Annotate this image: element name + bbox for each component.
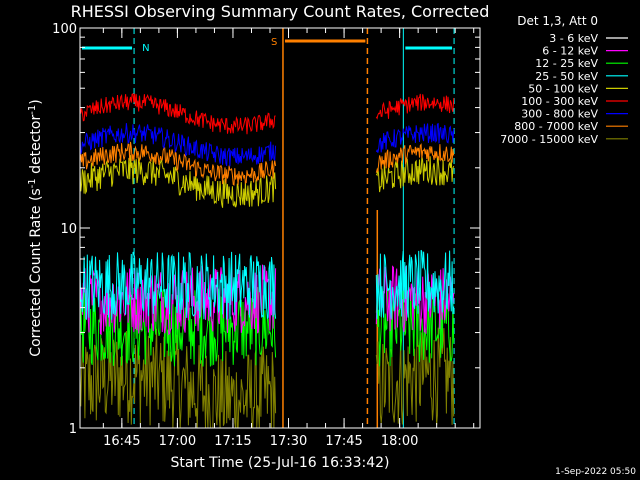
night-flag-label: N bbox=[142, 43, 149, 54]
legend-title: Det 1,3, Att 0 bbox=[517, 14, 598, 28]
series-line-6-12keV bbox=[79, 264, 277, 336]
series-line-800-7000keV bbox=[375, 143, 455, 173]
legend-entry-label: 7000 - 15000 keV bbox=[500, 133, 598, 146]
series-line-300-800keV bbox=[375, 122, 455, 153]
x-tick-label: 18:00 bbox=[381, 434, 418, 449]
series-line-50-100keV bbox=[375, 156, 455, 193]
series-line-800-7000keV bbox=[79, 141, 277, 186]
legend-entry-label: 6 - 12 keV bbox=[542, 45, 598, 58]
legend-entry-label: 800 - 7000 keV bbox=[514, 120, 598, 133]
series-line-100-300keV bbox=[79, 92, 276, 135]
legend-entry-label: 12 - 25 keV bbox=[535, 57, 598, 70]
series-line-7000-15000keV bbox=[79, 328, 277, 429]
x-tick-label: 16:45 bbox=[103, 434, 140, 449]
series-line-300-800keV bbox=[79, 123, 277, 167]
legend-entry-label: 100 - 300 keV bbox=[521, 95, 598, 108]
legend-entry-label: 3 - 6 keV bbox=[549, 32, 598, 45]
series-line-100-300keV bbox=[375, 93, 455, 120]
legend-entry-label: 50 - 100 keV bbox=[528, 82, 598, 95]
axes: 1 10 100 16:45 17:00 17:15 17:30 17:45 18:00 bbox=[52, 22, 480, 449]
series-line-12-25keV bbox=[79, 287, 277, 367]
y-tick-label: 100 bbox=[52, 22, 77, 37]
y-tick-label: 1 bbox=[69, 422, 77, 437]
x-axis-label: Start Time (25-Jul-16 16:33:42) bbox=[170, 455, 389, 471]
series-line-25-50keV bbox=[79, 251, 277, 320]
footer-date: 1-Sep-2022 05:50 bbox=[555, 467, 636, 477]
legend-entry-label: 25 - 50 keV bbox=[535, 70, 598, 83]
series-line-50-100keV bbox=[79, 155, 277, 208]
saa-flag-label: S bbox=[271, 37, 277, 48]
y-axis-label: Corrected Count Rate (s-1 detector-1) bbox=[27, 99, 44, 356]
x-tick-label: 17:15 bbox=[214, 434, 251, 449]
x-tick-label: 17:00 bbox=[159, 434, 196, 449]
series-line-25-50keV bbox=[375, 249, 455, 319]
chart-title: RHESSI Observing Summary Count Rates, Co… bbox=[71, 2, 490, 21]
x-tick-label: 17:45 bbox=[325, 434, 362, 449]
y-tick-label: 10 bbox=[60, 222, 77, 237]
legend-entry-label: 300 - 800 keV bbox=[521, 108, 598, 121]
x-tick-label: 17:30 bbox=[270, 434, 307, 449]
plot-area: NS bbox=[79, 28, 455, 429]
